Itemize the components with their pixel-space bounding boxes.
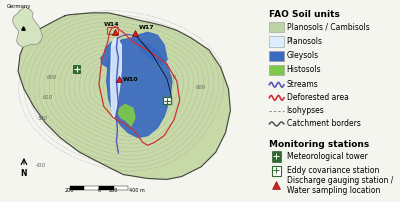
Text: Gleysols: Gleysols: [286, 51, 319, 60]
Text: 580: 580: [38, 116, 48, 121]
Bar: [70, 186, 84, 190]
Polygon shape: [101, 42, 114, 67]
Bar: [269, 36, 284, 47]
Bar: [84, 186, 99, 190]
Text: Planosols / Cambisols: Planosols / Cambisols: [286, 22, 369, 31]
Bar: [269, 65, 284, 75]
Text: 200: 200: [109, 188, 118, 193]
Text: Eddy covariance station: Eddy covariance station: [286, 166, 379, 175]
Text: 430: 430: [36, 163, 46, 168]
Text: 610: 610: [42, 95, 52, 100]
Text: W17: W17: [139, 25, 154, 31]
Text: Catchment borders: Catchment borders: [286, 119, 360, 128]
Text: Streams: Streams: [286, 80, 318, 89]
Polygon shape: [12, 7, 42, 47]
Text: 200: 200: [65, 188, 74, 193]
Text: Water sampling location: Water sampling location: [286, 186, 380, 195]
Text: FAO Soil units: FAO Soil units: [269, 10, 340, 19]
Polygon shape: [111, 38, 121, 120]
Text: Histosols: Histosols: [286, 65, 321, 74]
Bar: [272, 165, 281, 176]
Bar: [163, 97, 171, 104]
Bar: [272, 151, 281, 162]
Text: Monitoring stations: Monitoring stations: [269, 140, 370, 149]
Text: 619: 619: [167, 75, 177, 80]
Bar: [269, 22, 284, 32]
Text: Isohypses: Isohypses: [286, 106, 324, 115]
Bar: [99, 186, 114, 190]
Text: Deforested area: Deforested area: [286, 93, 348, 102]
Text: Meteorological tower: Meteorological tower: [286, 152, 367, 161]
Bar: [114, 186, 128, 190]
Text: W10: W10: [123, 77, 139, 82]
Polygon shape: [131, 32, 167, 64]
Text: Germany: Germany: [7, 4, 32, 9]
Bar: [73, 65, 80, 73]
Text: W14: W14: [104, 22, 119, 26]
Bar: [269, 50, 284, 61]
Text: Planosols: Planosols: [286, 37, 322, 45]
Text: 600: 600: [196, 85, 206, 90]
Text: 400 m: 400 m: [129, 188, 145, 193]
Polygon shape: [107, 38, 172, 138]
Text: 0: 0: [97, 188, 100, 193]
Text: 600: 600: [47, 75, 57, 80]
Polygon shape: [18, 13, 230, 179]
Text: N: N: [21, 169, 27, 178]
Text: Discharge gauging station /: Discharge gauging station /: [286, 176, 393, 185]
Polygon shape: [118, 104, 135, 126]
